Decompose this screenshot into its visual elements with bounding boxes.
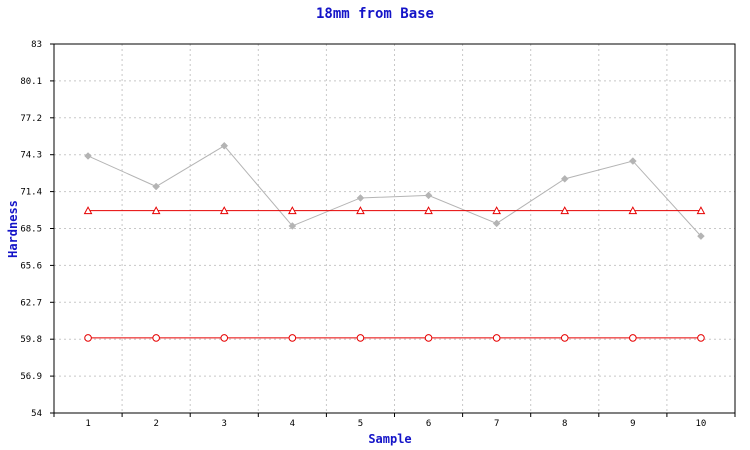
y-tick-label: 62.7: [20, 298, 42, 308]
series-3-point: [220, 334, 229, 342]
series-1-point: [560, 175, 569, 183]
series-2-point: [492, 206, 501, 215]
y-tick-label: 77.2: [20, 114, 42, 124]
series-2-point: [560, 206, 570, 215]
series-1-point: [356, 194, 365, 202]
axes: [50, 43, 736, 417]
x-tick-label: 7: [494, 419, 499, 429]
y-tick-label: 74.3: [20, 151, 42, 161]
series-1-point: [288, 222, 297, 230]
series-2-point: [83, 206, 93, 215]
series-2-point: [696, 206, 706, 215]
series-2-point: [424, 206, 433, 215]
x-tick-label: 1: [85, 419, 90, 429]
series-2-point: [356, 206, 365, 215]
x-tick-label: 8: [562, 419, 567, 429]
x-tick-label: 6: [426, 419, 431, 429]
y-tick-label: 54: [31, 409, 42, 419]
grid-lines: [54, 44, 735, 413]
x-axis-label: Sample: [368, 432, 411, 446]
series-3-point: [492, 334, 501, 342]
series-3-point: [84, 334, 92, 342]
series-2-point: [151, 206, 161, 215]
series-3-point: [629, 334, 637, 342]
series-3-point: [424, 334, 433, 342]
x-tick-label: 9: [630, 419, 635, 429]
series-1-point: [84, 152, 92, 160]
series-1-line: [87, 145, 702, 237]
y-tick-labels: 54 56.9 59.8 62.7 65.6 68.5 71.4 74.3 77.2 80.1 83: [20, 40, 42, 419]
plot-frame: [53, 43, 736, 414]
y-tick-label: 83: [31, 40, 42, 50]
x-tick-label: 4: [290, 419, 295, 429]
series-3-point: [152, 334, 160, 342]
x-tick-label: 10: [696, 419, 707, 429]
series-2-point: [219, 206, 229, 215]
series-group: [83, 141, 706, 342]
series-1-point: [424, 191, 433, 200]
series-2-point: [628, 206, 638, 215]
y-axis-label: Hardness: [6, 200, 20, 258]
series-3-point: [356, 334, 365, 342]
series-2-point: [288, 206, 297, 215]
y-tick-label: 59.8: [20, 335, 42, 345]
series-1-point: [628, 157, 637, 165]
series-3-point: [288, 334, 297, 342]
x-tick-label: 2: [153, 419, 158, 429]
y-tick-label: 56.9: [20, 372, 42, 382]
y-tick-label: 71.4: [20, 188, 42, 198]
series-1-point: [697, 232, 705, 240]
series-1-point: [492, 219, 501, 228]
x-tick-label: 3: [222, 419, 227, 429]
x-tick-label: 5: [358, 419, 363, 429]
y-tick-label: 68.5: [20, 225, 42, 235]
series-3-point: [697, 334, 705, 342]
chart-title: 18mm from Base: [316, 6, 434, 22]
series-1-point: [152, 182, 161, 191]
x-tick-labels: 1 2 3 4 5 6 7 8 9 10: [85, 419, 706, 429]
y-tick-label: 80.1: [20, 77, 42, 87]
series-1-point: [220, 141, 229, 150]
series-3-point: [560, 334, 569, 342]
y-tick-label: 65.6: [20, 261, 42, 271]
